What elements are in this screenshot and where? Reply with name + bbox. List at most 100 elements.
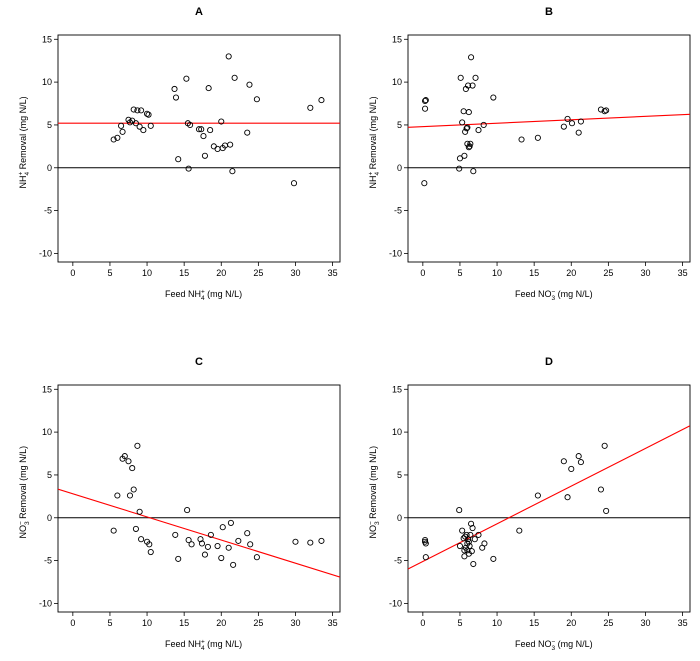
data-point	[307, 104, 314, 111]
x-axis-label-post: (mg N/L)	[205, 639, 243, 649]
data-point	[138, 107, 145, 114]
data-point	[126, 492, 134, 499]
data-points	[421, 54, 610, 187]
data-point	[219, 524, 226, 531]
data-point	[422, 536, 429, 544]
data-point	[421, 180, 428, 187]
data-point	[603, 507, 610, 514]
data-point	[464, 124, 471, 131]
data-point	[253, 554, 260, 561]
data-point	[210, 143, 217, 150]
data-point	[597, 486, 604, 493]
data-point	[231, 74, 238, 81]
y-axis-label-sup: −	[368, 521, 375, 525]
x-tick-label: 0	[70, 618, 75, 628]
x-tick-label: 25	[253, 618, 263, 628]
data-point	[201, 551, 208, 558]
data-point	[470, 168, 477, 175]
y-tick-label: -10	[39, 598, 52, 608]
y-tick-label: 0	[47, 513, 52, 523]
x-tick-label: 10	[142, 618, 152, 628]
x-tick-label: 20	[566, 618, 576, 628]
data-point	[560, 458, 567, 465]
y-tick-label: 0	[47, 163, 52, 173]
data-point	[480, 121, 487, 128]
y-tick-label: 10	[42, 77, 52, 87]
regression-line	[58, 488, 340, 578]
y-axis-label-pre: NO	[18, 525, 28, 539]
data-point	[466, 143, 473, 150]
y-axis-label-sub: 4	[24, 172, 31, 176]
data-point	[171, 85, 178, 93]
data-point	[225, 544, 232, 551]
panel-c: C 0 5 10 15 20 25 30 35 -10 -5 0 5 10 15 Feed NH+ 4 (mg …	[18, 356, 341, 652]
data-point	[307, 539, 314, 546]
x-tick-label: 35	[678, 268, 688, 278]
data-point	[568, 465, 575, 472]
data-point	[214, 542, 221, 550]
x-tick-label: 25	[603, 268, 613, 278]
data-point	[422, 540, 429, 547]
x-axis-label-sub: 4	[201, 645, 205, 652]
data-point	[560, 123, 567, 130]
x-tick-label: 20	[216, 268, 226, 278]
data-point	[200, 133, 207, 140]
x-axis-label-sup: −	[552, 289, 556, 296]
data-point	[471, 536, 478, 543]
y-tick-label: 10	[42, 427, 52, 437]
x-axis-label: Feed NO− 3 (mg N/L)	[515, 289, 593, 303]
x-tick-label: 30	[290, 268, 300, 278]
x-tick-label: 15	[529, 268, 539, 278]
y-axis-label-pre: NH	[18, 176, 28, 189]
y-tick-label: 15	[392, 384, 402, 394]
x-axis-label-pre: Feed NH	[165, 289, 201, 299]
data-point	[290, 180, 298, 187]
data-point	[121, 453, 128, 460]
y-tick-label: 5	[47, 470, 52, 480]
data-point	[461, 553, 468, 560]
x-tick-label: 5	[107, 618, 112, 628]
x-axis-label: Feed NH+ 4 (mg N/L)	[165, 289, 242, 303]
data-point	[132, 525, 139, 532]
data-point	[468, 520, 475, 527]
data-point	[230, 561, 237, 568]
data-point	[490, 94, 497, 101]
y-axis-label: NH+4 Removal (mg N/L)	[18, 96, 32, 188]
data-point	[214, 145, 221, 152]
data-point	[422, 97, 429, 105]
x-tick-label: 30	[640, 268, 650, 278]
data-point	[518, 136, 525, 143]
data-point	[185, 536, 192, 544]
data-point	[516, 527, 523, 534]
data-point	[184, 507, 191, 514]
data-point	[207, 531, 214, 538]
data-point	[227, 519, 234, 526]
plot-frame	[407, 384, 691, 613]
y-tick-label: -10	[39, 248, 52, 258]
data-point	[460, 535, 467, 542]
data-point	[456, 165, 463, 172]
panel-title-a: A	[195, 6, 203, 18]
y-axis-label-sup: −	[18, 521, 25, 525]
data-point	[472, 74, 479, 81]
data-points	[422, 442, 610, 568]
y-axis-label-post: Removal (mg N/L)	[368, 96, 378, 172]
data-point	[577, 459, 584, 466]
x-axis-label-sup: −	[552, 639, 556, 646]
data-point	[318, 97, 325, 104]
data-point	[468, 54, 475, 61]
data-point	[147, 548, 154, 556]
data-point	[469, 525, 476, 532]
data-point	[468, 548, 475, 555]
plot-frame	[407, 34, 691, 263]
x-axis-label-post: (mg N/L)	[205, 289, 243, 299]
x-axis-label-post: (mg N/L)	[555, 289, 593, 299]
y-tick-label: 15	[42, 34, 52, 44]
x-tick-label: 10	[492, 268, 502, 278]
data-point	[465, 82, 472, 89]
y-tick-label: 15	[392, 34, 402, 44]
data-point	[134, 442, 141, 449]
data-point	[475, 531, 482, 538]
data-point	[185, 165, 192, 172]
